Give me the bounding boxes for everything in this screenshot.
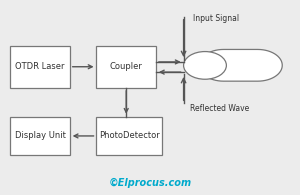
Text: Coupler: Coupler bbox=[110, 62, 143, 71]
Circle shape bbox=[184, 51, 226, 79]
FancyBboxPatch shape bbox=[10, 46, 70, 88]
Text: Display Unit: Display Unit bbox=[15, 131, 65, 140]
Text: ©Elprocus.com: ©Elprocus.com bbox=[108, 178, 192, 188]
PathPatch shape bbox=[199, 50, 282, 81]
Text: Input Signal: Input Signal bbox=[193, 14, 238, 23]
Text: Reflected Wave: Reflected Wave bbox=[190, 104, 249, 113]
FancyBboxPatch shape bbox=[97, 117, 162, 155]
Text: OTDR Laser: OTDR Laser bbox=[15, 62, 65, 71]
FancyBboxPatch shape bbox=[10, 117, 70, 155]
FancyBboxPatch shape bbox=[97, 46, 156, 88]
Text: PhotoDetector: PhotoDetector bbox=[99, 131, 160, 140]
